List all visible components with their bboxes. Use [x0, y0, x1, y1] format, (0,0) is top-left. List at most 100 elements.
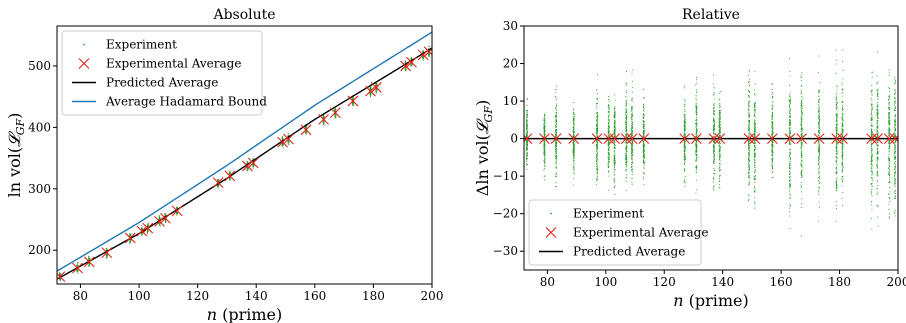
- experiment-point: [626, 129, 628, 131]
- experiment-point: [625, 84, 627, 87]
- experiment-point: [608, 113, 610, 115]
- experiment-point: [719, 121, 721, 123]
- experiment-point: [695, 107, 697, 109]
- experiment-point: [404, 60, 406, 62]
- experiment-point: [526, 118, 528, 120]
- experiment-point: [596, 178, 598, 180]
- experiment-point: [748, 112, 750, 114]
- experiment-point: [684, 122, 686, 124]
- experiment-point: [683, 132, 685, 134]
- experiment-point: [643, 147, 645, 149]
- experiment-point: [626, 159, 628, 161]
- experiment-point: [176, 214, 178, 216]
- experiment-point: [626, 168, 628, 170]
- experiment-point: [556, 157, 558, 159]
- experiment-point: [543, 118, 545, 120]
- experiment-point: [696, 130, 698, 132]
- experiment-point: [146, 232, 148, 234]
- experiment-point: [695, 122, 697, 124]
- experiment-point: [642, 89, 644, 91]
- experiment-point: [748, 136, 750, 138]
- experiment-point: [544, 161, 546, 164]
- experiment-point: [217, 179, 219, 182]
- experiment-point: [753, 89, 755, 91]
- experiment-point: [719, 174, 721, 176]
- experiment-point: [695, 91, 698, 93]
- experiment-point: [525, 150, 527, 152]
- experiment-point: [573, 150, 575, 152]
- experiment-point: [754, 187, 756, 189]
- experiment-point: [572, 161, 574, 163]
- experiment-point: [607, 144, 609, 146]
- experiment-point: [335, 114, 337, 116]
- experiment-point: [718, 113, 720, 115]
- legend-label: Predicted Average: [106, 76, 218, 90]
- average-marker: [57, 271, 66, 283]
- experiment-point: [625, 71, 628, 73]
- experiment-point: [712, 185, 715, 187]
- experiment-point: [595, 161, 598, 163]
- experiment-point: [88, 264, 90, 266]
- experiment-point: [608, 107, 610, 109]
- experiment-point: [625, 142, 627, 144]
- experiment-point: [159, 225, 161, 227]
- experiment-point: [573, 120, 575, 122]
- experiment-point: [683, 147, 686, 149]
- experiment-point: [613, 178, 615, 180]
- experiment-point: [543, 164, 545, 166]
- experiment-point: [625, 115, 627, 117]
- experiment-point: [748, 130, 750, 132]
- experiment-point: [88, 255, 90, 257]
- experiment-point: [614, 162, 616, 164]
- experiment-point: [696, 132, 698, 134]
- experiment-point: [555, 96, 557, 98]
- experiment-point: [543, 175, 545, 178]
- experiment-point: [147, 223, 149, 225]
- experiment-point: [696, 89, 698, 91]
- experiment-point: [642, 127, 644, 129]
- experiment-point: [713, 157, 715, 159]
- experiment-point: [613, 154, 616, 156]
- experiment-point: [643, 132, 645, 134]
- experiment-point: [625, 156, 627, 158]
- experiment-point: [696, 146, 698, 148]
- experiment-point: [147, 231, 149, 233]
- experiment-point: [631, 72, 633, 75]
- experiment-point: [683, 113, 685, 115]
- experiment-point: [596, 118, 598, 121]
- experiment-point: [748, 164, 750, 166]
- experiment-point: [748, 176, 750, 178]
- experiment-point: [526, 120, 528, 122]
- experiment-point: [555, 106, 557, 108]
- experiment-point: [405, 67, 407, 69]
- experiment-point: [526, 115, 528, 117]
- experiment-point: [613, 108, 615, 110]
- experiment-point: [719, 148, 721, 150]
- experiment-point: [753, 110, 755, 112]
- experiment-point: [748, 127, 751, 129]
- experiment-point: [58, 271, 60, 273]
- experiment-point: [642, 106, 645, 108]
- experiment-point: [596, 103, 598, 105]
- experiment-point: [76, 263, 78, 265]
- experiment-point: [684, 158, 686, 160]
- experiment-point: [713, 111, 715, 113]
- experiment-point: [572, 157, 574, 159]
- experiment-point: [631, 127, 633, 129]
- experiment-point: [625, 166, 628, 168]
- experiment-point: [543, 158, 545, 160]
- experiment-point: [525, 128, 528, 131]
- experiment-point: [748, 110, 750, 112]
- experiment-point: [614, 116, 616, 118]
- experiment-point: [526, 146, 528, 148]
- experiment-point: [526, 142, 528, 145]
- experiment-point: [614, 164, 616, 166]
- experiment-point: [129, 241, 131, 243]
- experiment-point: [614, 99, 616, 101]
- experiment-point: [608, 175, 610, 177]
- experiment-point: [614, 152, 616, 154]
- experiment-point: [626, 151, 628, 153]
- experiment-point: [631, 145, 633, 147]
- experiment-point: [164, 221, 167, 223]
- experiment-point: [555, 115, 557, 117]
